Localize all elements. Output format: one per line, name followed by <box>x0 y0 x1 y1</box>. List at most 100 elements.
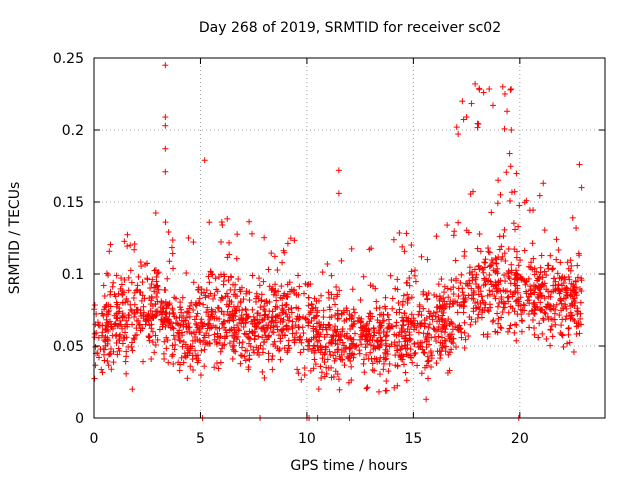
data-point <box>514 282 521 289</box>
data-point <box>409 359 416 366</box>
data-point <box>252 295 259 302</box>
data-point <box>459 285 466 292</box>
data-point <box>425 357 432 364</box>
data-point <box>125 287 132 294</box>
data-point <box>245 364 252 371</box>
data-point <box>349 341 356 348</box>
data-point <box>536 320 543 327</box>
data-point <box>451 298 458 305</box>
data-point <box>349 286 356 293</box>
data-point <box>519 275 526 282</box>
data-point <box>201 157 208 164</box>
data-point <box>272 317 279 324</box>
data-point <box>325 294 332 301</box>
data-point <box>386 360 393 367</box>
data-point <box>284 347 291 354</box>
data-point <box>428 352 435 359</box>
data-point <box>122 329 129 336</box>
data-point <box>178 354 185 361</box>
axis-ticks: 0 0.05 0.1 0.15 0.2 0.25 0 5 10 15 20 <box>53 51 605 447</box>
data-point <box>558 307 565 314</box>
data-point <box>107 241 114 248</box>
data-point <box>364 384 371 391</box>
data-point <box>484 333 491 340</box>
data-point <box>103 301 110 308</box>
data-point <box>338 347 345 354</box>
data-point <box>433 360 440 367</box>
data-point <box>198 347 205 354</box>
data-point <box>505 245 512 252</box>
data-point <box>234 303 241 310</box>
data-point <box>458 271 465 278</box>
data-point <box>118 281 125 288</box>
data-point <box>435 314 442 321</box>
data-point <box>184 352 191 359</box>
data-point <box>280 247 287 254</box>
data-point <box>569 214 576 221</box>
data-point <box>508 267 515 274</box>
data-point <box>262 298 269 305</box>
data-point <box>501 91 508 97</box>
data-points <box>91 62 585 421</box>
data-point <box>501 304 508 311</box>
data-point <box>164 275 171 282</box>
data-point <box>543 304 550 311</box>
data-point <box>407 354 414 361</box>
data-point <box>526 324 533 331</box>
data-point <box>270 322 277 329</box>
data-point <box>139 325 146 332</box>
data-point <box>513 254 520 261</box>
data-point <box>441 337 448 344</box>
data-point <box>514 289 521 296</box>
data-point <box>145 317 152 324</box>
data-point <box>421 323 428 330</box>
data-point <box>258 325 265 332</box>
data-point <box>456 302 463 309</box>
data-point <box>285 337 292 344</box>
data-point <box>170 360 177 367</box>
data-point <box>511 246 518 253</box>
data-point <box>363 351 370 358</box>
data-point <box>211 331 218 338</box>
data-point <box>497 324 504 331</box>
data-point <box>519 317 526 324</box>
data-point <box>99 322 106 329</box>
data-point <box>404 279 411 286</box>
data-point <box>209 271 216 278</box>
data-point <box>343 316 350 323</box>
data-point <box>577 299 584 306</box>
data-point <box>206 316 213 323</box>
data-point <box>190 306 197 313</box>
data-point <box>470 308 477 315</box>
data-point <box>229 344 236 351</box>
data-point <box>207 290 214 297</box>
data-point <box>129 386 136 393</box>
data-point <box>366 318 373 325</box>
data-point <box>346 345 353 352</box>
data-point <box>356 347 363 354</box>
data-point <box>243 290 250 297</box>
data-point <box>374 358 381 365</box>
data-point <box>488 209 495 216</box>
data-point <box>382 294 389 301</box>
data-point <box>269 366 276 373</box>
data-point <box>269 352 276 359</box>
data-point <box>216 315 223 322</box>
data-point <box>118 275 125 282</box>
data-point <box>559 332 566 339</box>
data-point <box>380 366 387 373</box>
data-point <box>362 344 369 351</box>
data-point <box>155 286 162 293</box>
data-point <box>265 350 272 357</box>
data-point <box>152 301 159 308</box>
data-point <box>255 320 262 327</box>
data-point <box>314 312 321 319</box>
data-point <box>265 266 272 273</box>
data-point <box>571 295 578 302</box>
data-point <box>291 337 298 344</box>
data-point <box>268 250 275 257</box>
data-point <box>527 283 534 290</box>
data-point <box>134 282 141 289</box>
data-point <box>326 304 333 311</box>
data-point <box>123 353 130 360</box>
